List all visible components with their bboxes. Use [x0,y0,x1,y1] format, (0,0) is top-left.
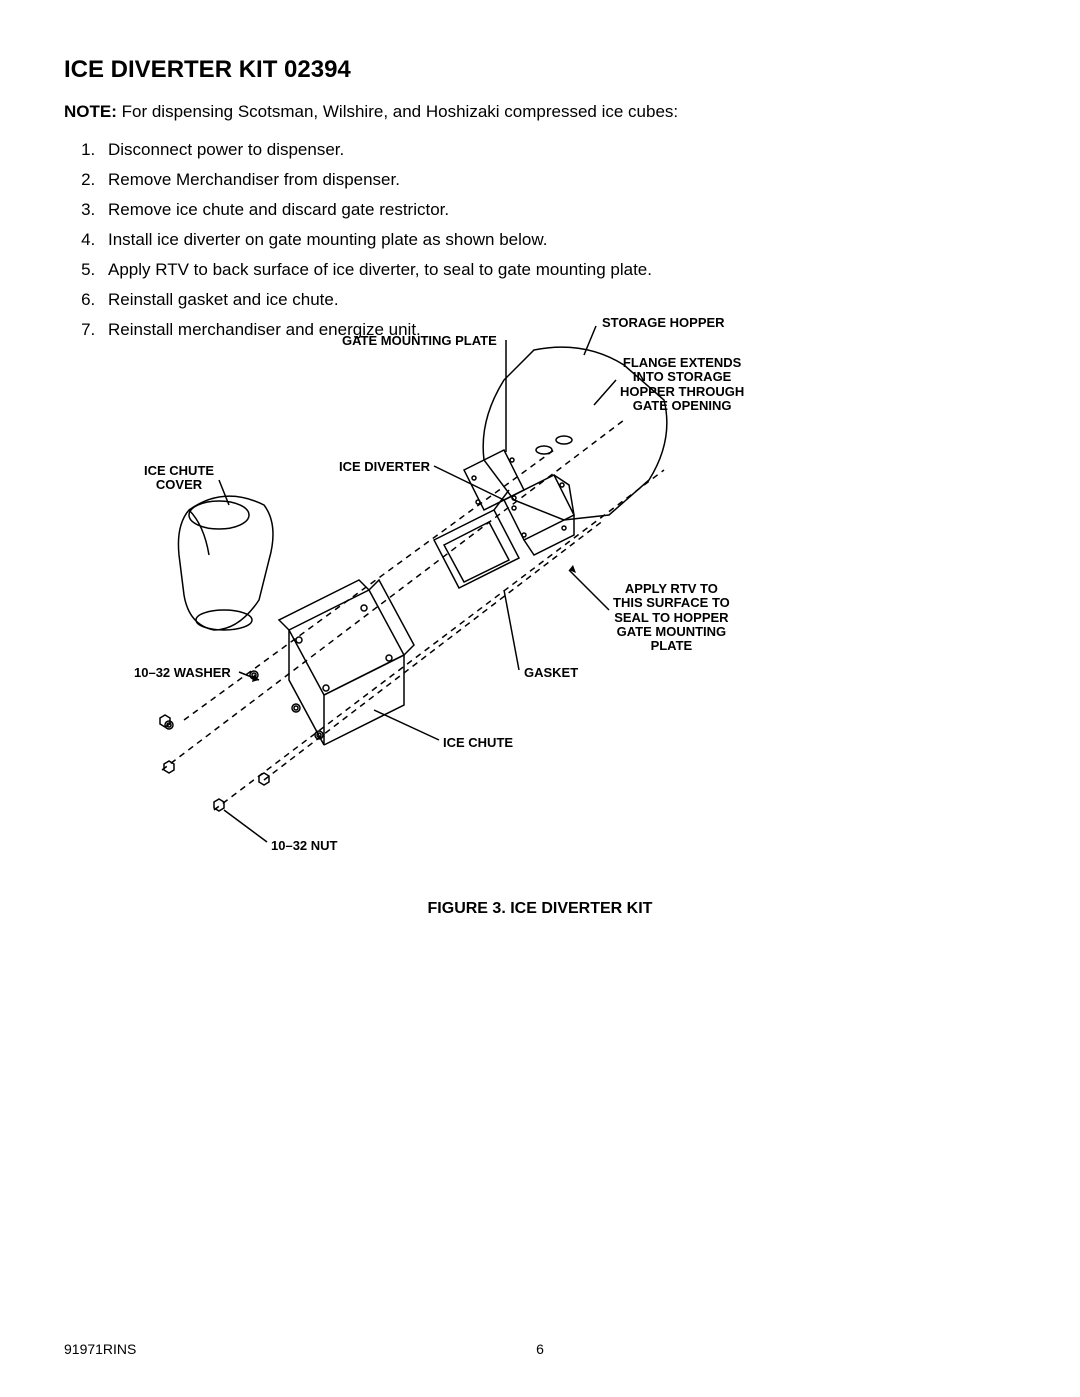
exploded-diagram: GATE MOUNTING PLATE STORAGE HOPPER FLANG… [64,310,1016,870]
page-title: ICE DIVERTER KIT 02394 [64,56,1016,84]
note-label: NOTE: [64,102,117,121]
step-item: Disconnect power to dispenser. [100,140,1016,160]
step-item: Remove ice chute and discard gate restri… [100,200,1016,220]
step-item: Remove Merchandiser from dispenser. [100,170,1016,190]
note-text: For dispensing Scotsman, Wilshire, and H… [117,102,678,121]
diagram-svg [64,310,1016,870]
footer-page-number: 6 [0,1341,1080,1357]
note-line: NOTE: For dispensing Scotsman, Wilshire,… [64,102,1016,122]
step-item: Apply RTV to back surface of ice diverte… [100,260,1016,280]
step-item: Reinstall gasket and ice chute. [100,290,1016,310]
step-item: Install ice diverter on gate mounting pl… [100,230,1016,250]
figure-caption: FIGURE 3. ICE DIVERTER KIT [0,900,1080,918]
